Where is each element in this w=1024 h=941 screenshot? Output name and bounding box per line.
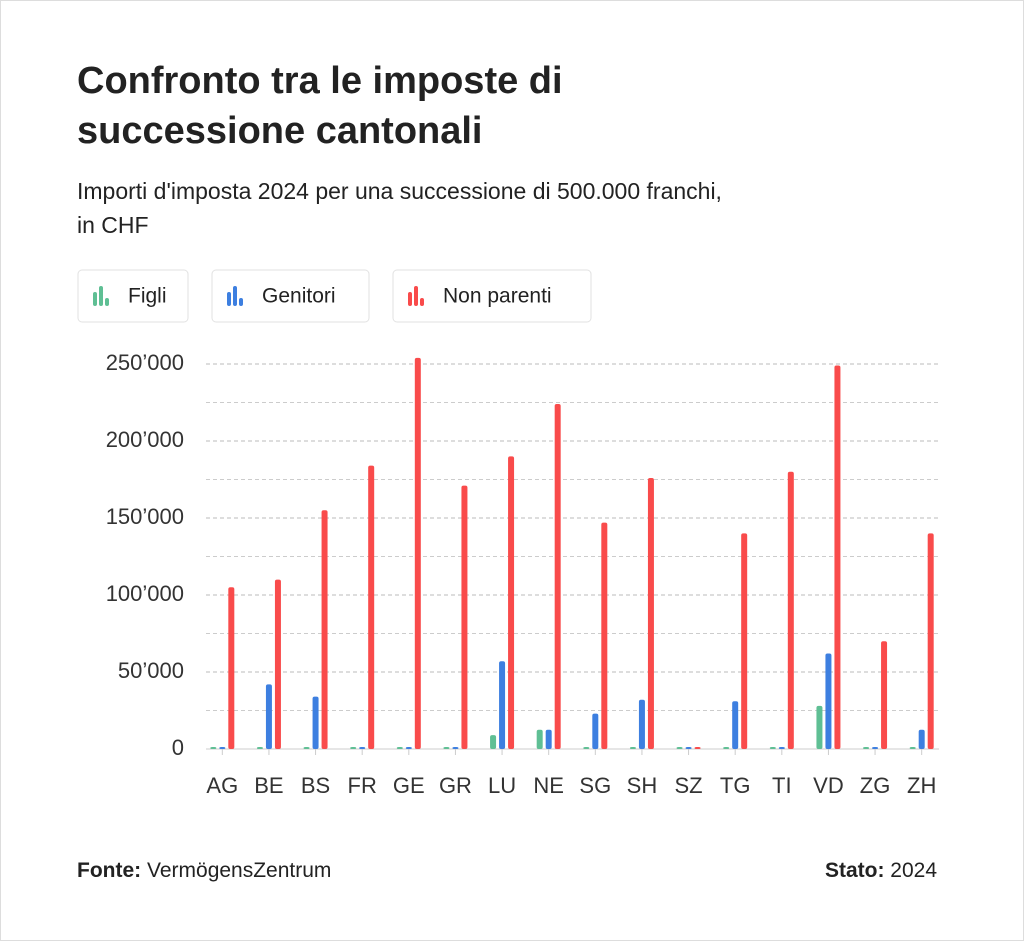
chart-subtitle: Importi d'imposta 2024 per una successio… — [77, 178, 722, 238]
x-tick-label: TG — [720, 773, 751, 798]
bar — [592, 713, 599, 749]
status: Stato: 2024 — [825, 859, 937, 882]
y-tick-label: 50’000 — [118, 658, 184, 683]
bar — [265, 684, 272, 749]
x-tick-label: GR — [439, 773, 472, 798]
bar — [219, 747, 226, 749]
legend-box — [77, 269, 189, 323]
x-tick-label: LU — [488, 773, 516, 798]
x-tick-label: ZH — [907, 773, 936, 798]
status-label: Stato: — [825, 859, 885, 882]
legend-box — [392, 269, 592, 323]
bar — [927, 533, 934, 749]
source: Fonte: VermögensZentrum — [77, 859, 331, 882]
legend-icon — [414, 286, 418, 306]
bar — [414, 357, 421, 749]
x-tick-label: SG — [579, 773, 611, 798]
bar — [545, 729, 552, 749]
x-tick-label: TI — [772, 773, 792, 798]
legend-icon — [233, 286, 237, 306]
bar — [256, 747, 263, 749]
bar — [405, 747, 412, 749]
legend-label: Figli — [128, 285, 167, 308]
subtitle-line: Importi d'imposta 2024 per una successio… — [77, 178, 722, 204]
bar — [508, 456, 515, 749]
bar — [274, 579, 281, 749]
bar — [350, 747, 357, 749]
bar — [834, 365, 841, 749]
bar — [601, 522, 608, 749]
y-tick-label: 100’000 — [106, 581, 184, 606]
bar — [732, 701, 739, 749]
title-line: successione cantonali — [77, 110, 483, 152]
legend-icon — [227, 292, 231, 306]
chart-title: Confronto tra le imposte di successione c… — [77, 60, 563, 152]
bar — [909, 747, 916, 749]
bar — [228, 587, 235, 749]
source-label: Fonte: — [77, 859, 141, 882]
bar — [676, 747, 683, 749]
x-tick-label: SZ — [675, 773, 703, 798]
bar — [583, 747, 590, 749]
bar — [825, 653, 832, 749]
x-tick-label: SH — [627, 773, 658, 798]
bar — [787, 471, 794, 749]
x-tick-label: NE — [533, 773, 564, 798]
legend-label: Non parenti — [443, 285, 552, 308]
bar — [694, 747, 701, 749]
bar — [210, 747, 217, 749]
bar — [629, 747, 636, 749]
bar — [359, 747, 366, 749]
x-tick-label: FR — [348, 773, 377, 798]
bar — [396, 747, 403, 749]
legend-icon — [99, 286, 103, 306]
bar — [499, 661, 506, 749]
legend-icon — [93, 292, 97, 306]
x-tick-label: BE — [254, 773, 283, 798]
bar — [723, 747, 730, 749]
bar — [443, 747, 450, 749]
legend-label: Genitori — [262, 285, 336, 308]
legend-box — [211, 269, 370, 323]
bar — [863, 747, 870, 749]
bar — [685, 747, 692, 749]
bar — [647, 477, 654, 749]
y-tick-label: 200’000 — [106, 427, 184, 452]
bar — [303, 747, 310, 749]
x-tick-label: AG — [206, 773, 238, 798]
y-tick-label: 250’000 — [106, 350, 184, 375]
x-tick-label: GE — [393, 773, 425, 798]
bar — [461, 485, 468, 749]
source-value: VermögensZentrum — [147, 859, 331, 882]
subtitle-line: in CHF — [77, 212, 149, 238]
bar — [321, 510, 328, 749]
x-tick-label: VD — [813, 773, 844, 798]
bar — [918, 729, 925, 749]
bar — [638, 699, 645, 749]
x-tick-label: BS — [301, 773, 330, 798]
bar — [769, 747, 776, 749]
y-tick-label: 0 — [172, 735, 184, 760]
legend-icon — [105, 298, 109, 306]
bar — [312, 696, 319, 749]
bar — [490, 735, 497, 749]
status-value: 2024 — [890, 859, 937, 882]
legend-icon — [239, 298, 243, 306]
bar — [741, 533, 748, 749]
bar — [554, 404, 561, 749]
bar — [368, 465, 375, 749]
bar — [816, 705, 823, 749]
legend-icon — [408, 292, 412, 306]
bar — [536, 729, 543, 749]
bar — [778, 747, 785, 749]
y-tick-label: 150’000 — [106, 504, 184, 529]
x-tick-label: ZG — [860, 773, 891, 798]
title-line: Confronto tra le imposte di — [77, 60, 563, 102]
bar — [872, 747, 879, 749]
bar — [881, 641, 888, 749]
legend-icon — [420, 298, 424, 306]
bar — [452, 747, 459, 749]
